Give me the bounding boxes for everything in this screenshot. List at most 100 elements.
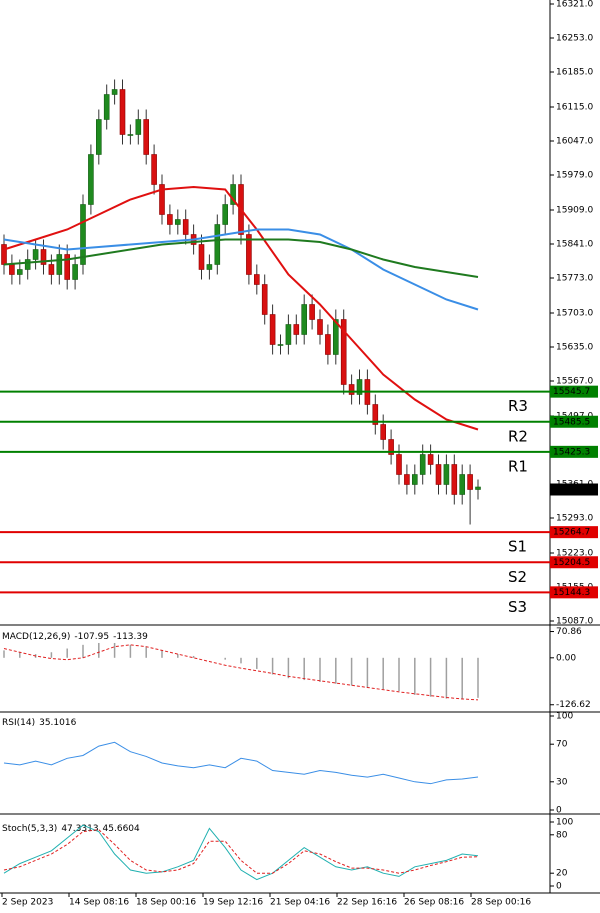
histogram-bar — [192, 655, 195, 658]
candle-body — [48, 264, 55, 275]
candle-body — [80, 204, 86, 265]
level-name: S1 — [508, 538, 527, 556]
x-tick-label: 18 Sep 00:16 — [136, 898, 196, 908]
moving-average — [3, 228, 479, 311]
candle-body — [9, 264, 15, 275]
histogram-bar — [240, 657, 242, 664]
candle-body — [443, 464, 450, 485]
candle-body — [348, 384, 355, 395]
y-tick-label: 15909.0 — [556, 206, 593, 216]
y-tick-label: 15087.0 — [556, 617, 593, 627]
candle-body — [419, 454, 426, 475]
y-tick-label: 0.00 — [556, 653, 576, 663]
histogram-bar — [98, 642, 100, 658]
candle-body — [72, 264, 78, 280]
candle-body — [317, 319, 323, 335]
indicator-label: RSI(14) 35.1016 — [2, 718, 77, 728]
level-tag — [550, 415, 598, 428]
moving-average — [3, 185, 479, 431]
candle-body — [214, 224, 221, 265]
level-tag — [550, 526, 598, 539]
price-tag — [550, 483, 598, 496]
histogram-bar — [50, 652, 53, 658]
histogram-bar — [461, 657, 463, 699]
x-tick-label: 21 Sep 04:16 — [270, 898, 330, 908]
candle-body — [246, 234, 252, 275]
level-name: R1 — [508, 457, 528, 475]
y-tick-label: -126.62 — [556, 700, 591, 710]
histogram-bar — [477, 657, 479, 698]
candle-body — [56, 254, 63, 275]
y-tick-label: 80 — [556, 830, 568, 840]
x-tick-label: 28 Sep 00:16 — [471, 898, 531, 908]
y-tick-label: 16047.0 — [556, 137, 593, 147]
indicator-label: MACD(12,26,9) -107.95 -113.39 — [2, 632, 148, 642]
candle-body — [325, 334, 331, 355]
candle-body — [475, 486, 481, 490]
level-tag — [550, 556, 598, 569]
x-tick-label: 22 Sep 16:16 — [337, 898, 397, 908]
level-tag-label: 15425.3 — [553, 447, 590, 457]
x-tick-label: 14 Sep 08:16 — [69, 898, 129, 908]
candle-body — [222, 204, 228, 225]
candle-body — [16, 269, 23, 275]
candle-body — [277, 344, 284, 346]
candle-body — [435, 464, 442, 485]
histogram-bar — [445, 657, 448, 699]
indicator-name: RSI(14) — [2, 718, 35, 728]
level-tag-label: 15144.3 — [553, 588, 590, 598]
price-tag-label: 15350.0 — [553, 485, 590, 495]
indicator-name: Stoch(5,3,3) — [2, 824, 57, 834]
candle-body — [467, 474, 473, 490]
candle-body — [151, 154, 157, 185]
candle-body — [1, 244, 7, 265]
indicator-name: MACD(12,26,9) — [2, 632, 70, 642]
histogram-bar — [19, 652, 21, 658]
indicator-line — [3, 644, 479, 701]
histogram-bar — [335, 657, 337, 684]
y-tick-label: 30 — [556, 777, 568, 787]
level-tag-label: 15264.7 — [553, 528, 590, 538]
y-tick-label: 16185.0 — [556, 68, 593, 78]
level-name: R2 — [508, 427, 528, 445]
candle-body — [261, 284, 268, 315]
candle-body — [404, 474, 410, 485]
candle-body — [459, 474, 466, 495]
candle-body — [309, 304, 315, 320]
histogram-bar — [66, 648, 68, 658]
histogram-bar — [350, 657, 353, 686]
candle-body — [332, 319, 339, 355]
level-name: S3 — [508, 598, 527, 616]
y-tick-label: 0 — [556, 882, 562, 892]
level-tag — [550, 385, 598, 398]
candle-body — [40, 249, 47, 265]
histogram-bar — [113, 642, 116, 658]
candle-body — [293, 324, 300, 335]
y-tick-label: 70.86 — [556, 627, 582, 637]
candle-body — [24, 259, 31, 270]
x-tick-label: 19 Sep 12:16 — [203, 898, 263, 908]
x-tick-label: 26 Sep 08:16 — [404, 898, 464, 908]
candle-body — [380, 424, 387, 440]
indicator-value: -113.39 — [113, 632, 148, 642]
candle-body — [96, 119, 102, 155]
y-tick-label: 15567.0 — [556, 377, 593, 387]
candle-body — [230, 184, 236, 205]
candle-body — [198, 244, 205, 270]
candle-body — [143, 119, 149, 155]
histogram-bar — [366, 657, 369, 688]
candle-body — [111, 89, 118, 95]
y-tick-label: 15841.0 — [556, 240, 593, 250]
histogram-bar — [145, 646, 147, 658]
histogram-bar — [271, 657, 274, 675]
candle-body — [159, 184, 165, 215]
candle-body — [388, 439, 394, 455]
level-tag-label: 15204.5 — [553, 558, 590, 568]
candle-body — [285, 324, 292, 345]
histogram-bar — [319, 657, 321, 682]
candle-body — [206, 264, 213, 270]
moving-average — [3, 238, 479, 278]
y-tick-label: 100 — [556, 818, 573, 828]
candle-body — [64, 254, 70, 280]
indicator-value: 47.3313 — [61, 824, 98, 834]
